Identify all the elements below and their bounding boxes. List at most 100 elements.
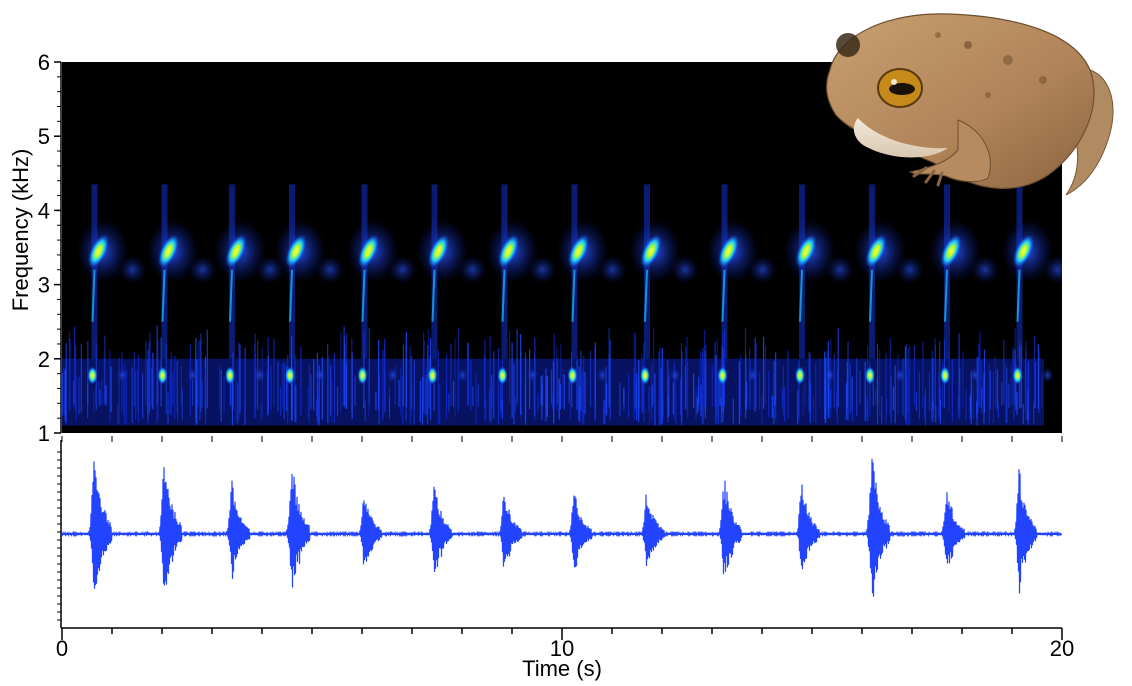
harmonic-cloud-side bbox=[1043, 255, 1062, 284]
call-mark bbox=[76, 184, 147, 385]
harmonic-peak bbox=[1012, 234, 1035, 268]
fundamental-peak bbox=[427, 366, 438, 385]
fundamental-echo bbox=[894, 367, 906, 384]
fundamental-echo bbox=[386, 367, 399, 384]
harmonic-peak bbox=[640, 234, 662, 268]
call-mark bbox=[706, 184, 777, 385]
harmonic-peak bbox=[87, 234, 110, 268]
harmonic-trace bbox=[799, 269, 803, 322]
call-mark bbox=[854, 184, 924, 385]
harmonic-cloud-side bbox=[896, 255, 924, 284]
fundamental-peak bbox=[87, 366, 98, 385]
harmonic-cloud-side bbox=[671, 255, 699, 284]
harmonic-trace bbox=[869, 269, 873, 322]
harmonic-trace bbox=[644, 269, 648, 322]
x-tick-label: 0 bbox=[56, 636, 68, 661]
harmonic-trace bbox=[501, 269, 506, 322]
spectrogram-y-axis-label: Frequency (kHz) bbox=[8, 149, 33, 312]
call-mark bbox=[629, 184, 699, 385]
call-mark bbox=[146, 184, 217, 385]
y-tick-label: 3 bbox=[38, 273, 50, 298]
fundamental-peak bbox=[357, 366, 368, 385]
harmonic-cloud-side bbox=[826, 255, 854, 284]
harmonic-trace bbox=[361, 269, 366, 322]
fundamental-peak bbox=[225, 366, 235, 385]
fundamental-echo bbox=[824, 367, 836, 384]
harmonic-cloud-side bbox=[118, 255, 147, 284]
harmonic-trace bbox=[91, 269, 96, 322]
y-tick-label: 2 bbox=[38, 347, 50, 372]
harmonic-trace bbox=[431, 269, 436, 322]
fundamental-echo bbox=[526, 367, 539, 384]
call-mark bbox=[214, 184, 284, 385]
fundamental-peak bbox=[640, 366, 650, 385]
harmonic-cloud-side bbox=[598, 255, 627, 284]
harmonic-trace bbox=[721, 269, 726, 322]
harmonic-trace bbox=[571, 269, 576, 322]
fundamental-peak bbox=[1012, 366, 1023, 385]
spectrogram-marks bbox=[62, 184, 1062, 426]
fundamental-echo bbox=[596, 367, 609, 384]
fundamental-peak bbox=[717, 366, 728, 385]
call-mark bbox=[784, 184, 854, 385]
fundamental-peak bbox=[285, 366, 295, 385]
harmonic-peak bbox=[497, 234, 520, 268]
harmonic-cloud-side bbox=[388, 255, 417, 284]
fundamental-peak bbox=[497, 366, 508, 385]
call-mark bbox=[346, 184, 417, 385]
harmonic-cloud-side bbox=[458, 255, 487, 284]
fundamental-echo bbox=[969, 367, 981, 384]
fundamental-peak bbox=[795, 366, 805, 385]
harmonic-peak bbox=[940, 234, 962, 268]
harmonic-peak bbox=[865, 234, 887, 268]
frog-photo bbox=[826, 13, 1114, 196]
fundamental-peak bbox=[940, 366, 950, 385]
waveform-panel: 0 10 20 bbox=[56, 436, 1074, 661]
call-mark bbox=[556, 184, 627, 385]
x-tick-label: 20 bbox=[1050, 636, 1074, 661]
fundamental-echo bbox=[186, 367, 199, 384]
harmonic-cloud-side bbox=[188, 255, 217, 284]
y-tick-label: 4 bbox=[38, 198, 50, 223]
call-mark bbox=[486, 184, 557, 385]
fundamental-echo bbox=[116, 367, 129, 384]
fundamental-echo bbox=[669, 367, 681, 384]
fundamental-echo bbox=[456, 367, 469, 384]
fundamental-peak bbox=[865, 366, 875, 385]
fundamental-echo bbox=[254, 367, 266, 384]
spectrogram-y-ticks: 1 2 3 4 5 6 bbox=[38, 50, 61, 446]
fundamental-peak bbox=[567, 366, 578, 385]
y-tick-label: 1 bbox=[38, 421, 50, 446]
fundamental-echo bbox=[1041, 367, 1054, 384]
x-axis-label: Time (s) bbox=[522, 656, 602, 681]
call-mark bbox=[1001, 184, 1062, 385]
y-tick-label: 6 bbox=[38, 50, 50, 75]
call-mark bbox=[416, 184, 487, 385]
harmonic-cloud-side bbox=[528, 255, 557, 284]
fundamental-peak bbox=[157, 366, 168, 385]
harmonic-peak bbox=[717, 234, 740, 268]
harmonic-trace bbox=[944, 269, 948, 322]
harmonic-peak bbox=[157, 234, 180, 268]
harmonic-peak bbox=[357, 234, 380, 268]
x-tick-label: 10 bbox=[550, 636, 574, 661]
call-mark bbox=[274, 184, 344, 385]
harmonic-trace bbox=[161, 269, 166, 322]
harmonic-cloud-side bbox=[748, 255, 777, 284]
harmonic-trace bbox=[229, 269, 233, 322]
call-mark bbox=[929, 184, 999, 385]
y-tick-label: 5 bbox=[38, 124, 50, 149]
harmonic-trace bbox=[289, 269, 293, 322]
harmonic-peak bbox=[225, 234, 247, 268]
harmonic-cloud-side bbox=[971, 255, 999, 284]
fundamental-echo bbox=[314, 367, 326, 384]
harmonic-peak bbox=[795, 234, 817, 268]
harmonic-trace bbox=[1016, 269, 1021, 322]
harmonic-peak bbox=[427, 234, 450, 268]
harmonic-peak bbox=[285, 234, 307, 268]
waveform-y-minor-ticks bbox=[57, 451, 61, 621]
waveform-line bbox=[62, 458, 1062, 597]
harmonic-cloud-side bbox=[316, 255, 344, 284]
harmonic-peak bbox=[567, 234, 590, 268]
